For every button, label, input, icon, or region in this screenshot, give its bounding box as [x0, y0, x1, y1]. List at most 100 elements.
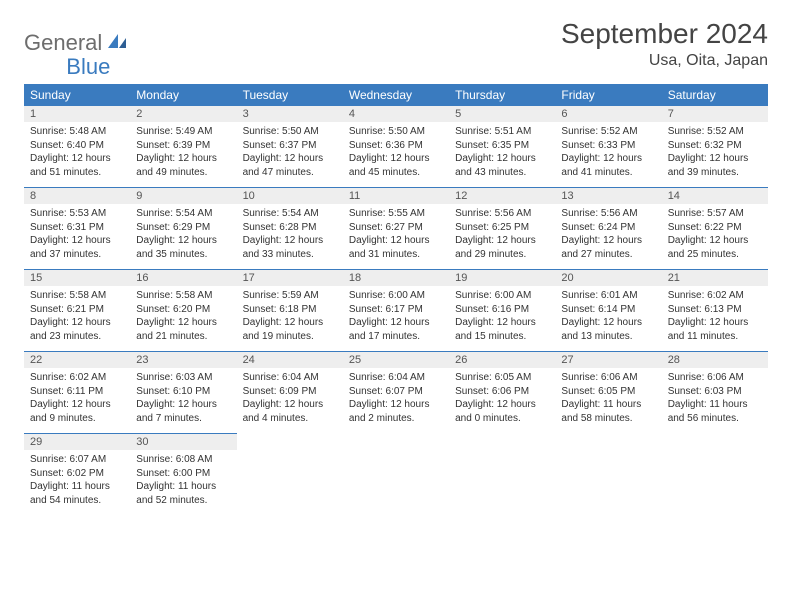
sunrise-text: Sunrise: 5:56 AM	[455, 207, 549, 221]
sunrise-text: Sunrise: 6:08 AM	[136, 453, 230, 467]
day-number: 26	[449, 352, 555, 368]
sunset-text: Sunset: 6:35 PM	[455, 139, 549, 153]
day-number: 8	[24, 188, 130, 204]
weekday-header: Tuesday	[237, 84, 343, 106]
sunset-text: Sunset: 6:31 PM	[30, 221, 124, 235]
daylight-text: Daylight: 12 hours and 47 minutes.	[243, 152, 337, 179]
calendar-cell: 2Sunrise: 5:49 AMSunset: 6:39 PMDaylight…	[130, 106, 236, 188]
sunset-text: Sunset: 6:29 PM	[136, 221, 230, 235]
sunset-text: Sunset: 6:32 PM	[668, 139, 762, 153]
calendar-cell: 15Sunrise: 5:58 AMSunset: 6:21 PMDayligh…	[24, 270, 130, 352]
weekday-header: Monday	[130, 84, 236, 106]
day-body: Sunrise: 6:00 AMSunset: 6:16 PMDaylight:…	[449, 286, 555, 351]
calendar-table: Sunday Monday Tuesday Wednesday Thursday…	[24, 84, 768, 515]
sunset-text: Sunset: 6:37 PM	[243, 139, 337, 153]
daylight-text: Daylight: 11 hours and 54 minutes.	[30, 480, 124, 507]
daylight-text: Daylight: 12 hours and 19 minutes.	[243, 316, 337, 343]
calendar-cell: 16Sunrise: 5:58 AMSunset: 6:20 PMDayligh…	[130, 270, 236, 352]
sunset-text: Sunset: 6:33 PM	[561, 139, 655, 153]
daylight-text: Daylight: 11 hours and 56 minutes.	[668, 398, 762, 425]
calendar-cell-empty	[555, 434, 661, 516]
daylight-text: Daylight: 11 hours and 52 minutes.	[136, 480, 230, 507]
calendar-cell: 6Sunrise: 5:52 AMSunset: 6:33 PMDaylight…	[555, 106, 661, 188]
sunrise-text: Sunrise: 5:48 AM	[30, 125, 124, 139]
calendar-cell: 20Sunrise: 6:01 AMSunset: 6:14 PMDayligh…	[555, 270, 661, 352]
sunrise-text: Sunrise: 5:58 AM	[136, 289, 230, 303]
day-number: 19	[449, 270, 555, 286]
day-number: 1	[24, 106, 130, 122]
day-body: Sunrise: 5:53 AMSunset: 6:31 PMDaylight:…	[24, 204, 130, 269]
day-number: 7	[662, 106, 768, 122]
day-body: Sunrise: 5:55 AMSunset: 6:27 PMDaylight:…	[343, 204, 449, 269]
sunrise-text: Sunrise: 5:54 AM	[136, 207, 230, 221]
sunrise-text: Sunrise: 6:06 AM	[561, 371, 655, 385]
sunset-text: Sunset: 6:18 PM	[243, 303, 337, 317]
daylight-text: Daylight: 12 hours and 29 minutes.	[455, 234, 549, 261]
sunrise-text: Sunrise: 6:00 AM	[455, 289, 549, 303]
sunrise-text: Sunrise: 6:02 AM	[30, 371, 124, 385]
day-number: 16	[130, 270, 236, 286]
day-number: 21	[662, 270, 768, 286]
header: General Blue September 2024 Usa, Oita, J…	[24, 18, 768, 70]
calendar-cell: 5Sunrise: 5:51 AMSunset: 6:35 PMDaylight…	[449, 106, 555, 188]
day-body: Sunrise: 5:54 AMSunset: 6:28 PMDaylight:…	[237, 204, 343, 269]
day-body: Sunrise: 6:06 AMSunset: 6:05 PMDaylight:…	[555, 368, 661, 433]
day-number: 14	[662, 188, 768, 204]
weekday-header: Wednesday	[343, 84, 449, 106]
daylight-text: Daylight: 12 hours and 39 minutes.	[668, 152, 762, 179]
day-body: Sunrise: 5:58 AMSunset: 6:20 PMDaylight:…	[130, 286, 236, 351]
daylight-text: Daylight: 12 hours and 0 minutes.	[455, 398, 549, 425]
sunset-text: Sunset: 6:02 PM	[30, 467, 124, 481]
day-number: 3	[237, 106, 343, 122]
calendar-cell: 23Sunrise: 6:03 AMSunset: 6:10 PMDayligh…	[130, 352, 236, 434]
day-number: 23	[130, 352, 236, 368]
day-number: 4	[343, 106, 449, 122]
day-number: 24	[237, 352, 343, 368]
daylight-text: Daylight: 12 hours and 13 minutes.	[561, 316, 655, 343]
day-body: Sunrise: 6:03 AMSunset: 6:10 PMDaylight:…	[130, 368, 236, 433]
sunrise-text: Sunrise: 5:49 AM	[136, 125, 230, 139]
daylight-text: Daylight: 12 hours and 43 minutes.	[455, 152, 549, 179]
sunrise-text: Sunrise: 6:04 AM	[243, 371, 337, 385]
day-body: Sunrise: 5:48 AMSunset: 6:40 PMDaylight:…	[24, 122, 130, 187]
daylight-text: Daylight: 12 hours and 49 minutes.	[136, 152, 230, 179]
sunset-text: Sunset: 6:28 PM	[243, 221, 337, 235]
weekday-header: Thursday	[449, 84, 555, 106]
sunset-text: Sunset: 6:24 PM	[561, 221, 655, 235]
calendar-cell: 10Sunrise: 5:54 AMSunset: 6:28 PMDayligh…	[237, 188, 343, 270]
sunset-text: Sunset: 6:11 PM	[30, 385, 124, 399]
weekday-header: Friday	[555, 84, 661, 106]
daylight-text: Daylight: 12 hours and 41 minutes.	[561, 152, 655, 179]
day-number: 18	[343, 270, 449, 286]
day-body: Sunrise: 6:08 AMSunset: 6:00 PMDaylight:…	[130, 450, 236, 515]
day-number: 29	[24, 434, 130, 450]
calendar-cell: 12Sunrise: 5:56 AMSunset: 6:25 PMDayligh…	[449, 188, 555, 270]
calendar-cell: 9Sunrise: 5:54 AMSunset: 6:29 PMDaylight…	[130, 188, 236, 270]
calendar-row: 29Sunrise: 6:07 AMSunset: 6:02 PMDayligh…	[24, 434, 768, 516]
calendar-cell: 22Sunrise: 6:02 AMSunset: 6:11 PMDayligh…	[24, 352, 130, 434]
day-body: Sunrise: 6:01 AMSunset: 6:14 PMDaylight:…	[555, 286, 661, 351]
sunrise-text: Sunrise: 5:52 AM	[668, 125, 762, 139]
day-number: 12	[449, 188, 555, 204]
daylight-text: Daylight: 12 hours and 21 minutes.	[136, 316, 230, 343]
sunrise-text: Sunrise: 6:07 AM	[30, 453, 124, 467]
day-body: Sunrise: 5:49 AMSunset: 6:39 PMDaylight:…	[130, 122, 236, 187]
calendar-cell-empty	[449, 434, 555, 516]
daylight-text: Daylight: 12 hours and 31 minutes.	[349, 234, 443, 261]
calendar-cell: 27Sunrise: 6:06 AMSunset: 6:05 PMDayligh…	[555, 352, 661, 434]
calendar-cell: 17Sunrise: 5:59 AMSunset: 6:18 PMDayligh…	[237, 270, 343, 352]
sunset-text: Sunset: 6:16 PM	[455, 303, 549, 317]
calendar-cell: 4Sunrise: 5:50 AMSunset: 6:36 PMDaylight…	[343, 106, 449, 188]
sunset-text: Sunset: 6:27 PM	[349, 221, 443, 235]
weekday-header: Saturday	[662, 84, 768, 106]
calendar-cell: 25Sunrise: 6:04 AMSunset: 6:07 PMDayligh…	[343, 352, 449, 434]
sunrise-text: Sunrise: 5:51 AM	[455, 125, 549, 139]
sunrise-text: Sunrise: 6:01 AM	[561, 289, 655, 303]
day-number: 6	[555, 106, 661, 122]
day-number: 13	[555, 188, 661, 204]
sunrise-text: Sunrise: 6:04 AM	[349, 371, 443, 385]
calendar-cell: 7Sunrise: 5:52 AMSunset: 6:32 PMDaylight…	[662, 106, 768, 188]
day-body: Sunrise: 5:52 AMSunset: 6:32 PMDaylight:…	[662, 122, 768, 187]
sunset-text: Sunset: 6:03 PM	[668, 385, 762, 399]
sunrise-text: Sunrise: 5:59 AM	[243, 289, 337, 303]
